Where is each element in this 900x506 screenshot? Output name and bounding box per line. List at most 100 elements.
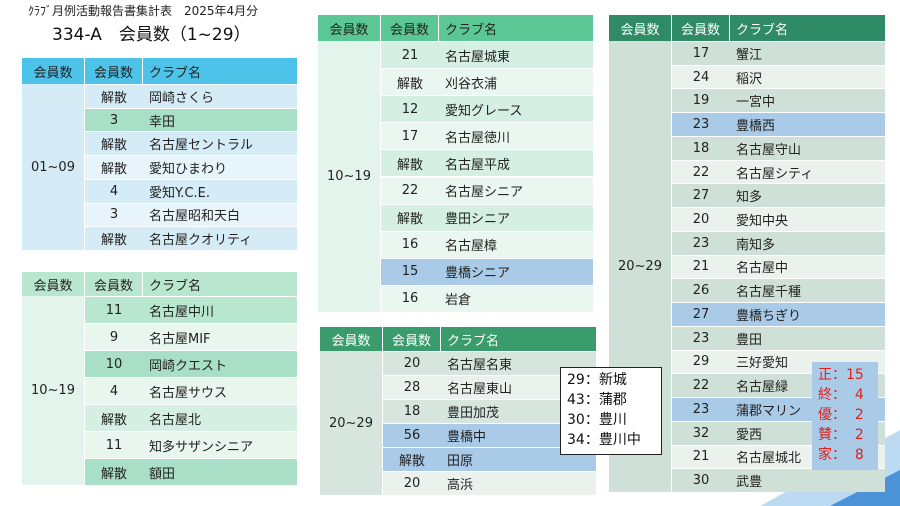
member-count: 21 xyxy=(672,254,730,279)
club-name: 豊橋西 xyxy=(730,112,885,136)
club-name: 額田 xyxy=(143,458,297,485)
tally-line: 正：15 xyxy=(818,367,864,383)
member-count: 16 xyxy=(381,284,439,312)
member-count: 24 xyxy=(672,64,730,89)
header-cell: 会員数 xyxy=(609,15,672,41)
header-cell: 会員数 xyxy=(320,327,383,351)
club-name: 名古屋平成 xyxy=(439,149,593,177)
member-count: 20 xyxy=(383,351,441,375)
club-name: 名古屋シティ xyxy=(730,159,885,184)
member-count: 29 xyxy=(672,349,730,374)
tally-box: 正：15 終： 4 優： 2 賛： 2 家： 8 xyxy=(812,362,878,470)
member-count: 解散 xyxy=(85,131,143,156)
member-count: 23 xyxy=(672,397,730,421)
club-name: 名古屋千種 xyxy=(730,278,885,303)
member-count: 28 xyxy=(383,375,441,399)
member-count: 20 xyxy=(672,207,730,231)
club-name: 名古屋シニア xyxy=(439,176,593,204)
member-count: 20 xyxy=(383,471,441,495)
member-count: 解散 xyxy=(85,84,143,108)
club-name: 高浜 xyxy=(441,471,596,495)
member-count: 4 xyxy=(85,377,143,404)
member-count: 11 xyxy=(85,296,143,323)
member-count: 解散 xyxy=(381,203,439,231)
member-count: 解散 xyxy=(381,68,439,96)
member-count: 解散 xyxy=(85,155,143,179)
member-count: 18 xyxy=(383,399,441,423)
club-name: 蟹江 xyxy=(730,41,885,65)
club-name: 愛知ひまわり xyxy=(143,155,297,179)
tally-line: 賛： 2 xyxy=(818,427,864,443)
club-name: 名古屋MIF xyxy=(143,323,297,350)
club-name: 幸田 xyxy=(143,107,297,132)
club-name: 豊田シニア xyxy=(439,203,593,231)
club-name: 豊田 xyxy=(730,325,885,350)
member-count: 15 xyxy=(381,257,439,285)
member-count: 17 xyxy=(672,41,730,65)
group-cell: 10~19 xyxy=(22,296,85,485)
member-count: 22 xyxy=(672,373,730,398)
note-line: 43：蒲郡 xyxy=(567,392,627,408)
member-count: 21 xyxy=(672,444,730,469)
club-name: 刈谷衣浦 xyxy=(439,68,593,96)
club-name: 名古屋中川 xyxy=(143,296,297,323)
member-count: 32 xyxy=(672,420,730,445)
member-count: 10 xyxy=(85,350,143,377)
club-name: 稲沢 xyxy=(730,64,885,89)
member-count: 17 xyxy=(381,122,439,150)
club-name: 南知多 xyxy=(730,230,885,255)
member-count: 23 xyxy=(672,325,730,350)
header-cell: 会員数 xyxy=(383,327,441,351)
member-count: 3 xyxy=(85,202,143,227)
club-name: 名古屋守山 xyxy=(730,135,885,160)
club-name: 名古屋昭和天白 xyxy=(143,202,297,227)
header-cell: クラブ名 xyxy=(730,15,885,41)
header-cell: 会員数 xyxy=(318,15,381,41)
club-name: 名古屋樟 xyxy=(439,230,593,258)
header-cell: 会員数 xyxy=(381,15,439,41)
group-cell: 20~29 xyxy=(320,351,383,495)
group-cell: 10~19 xyxy=(318,41,381,312)
club-name: 名古屋クオリティ xyxy=(143,226,297,250)
member-count: 27 xyxy=(672,302,730,326)
header-cell: クラブ名 xyxy=(441,327,596,351)
club-name: 名古屋城東 xyxy=(439,41,593,69)
subtitle: 334-A 会員数（1~29） xyxy=(52,25,251,45)
header-cell: 会員数 xyxy=(22,272,85,296)
member-count: 22 xyxy=(672,159,730,184)
club-name: 一宮中 xyxy=(730,88,885,113)
header-cell: 会員数 xyxy=(22,58,85,84)
member-count: 18 xyxy=(672,135,730,160)
club-name: 岡崎クエスト xyxy=(143,350,297,377)
note-box: 29：新城 43：蒲郡 30：豊川 34：豊川中 xyxy=(560,367,662,455)
member-count: 30 xyxy=(672,468,730,492)
group-cell: 01~09 xyxy=(22,84,85,250)
member-count: 23 xyxy=(672,230,730,255)
tally-line: 終： 4 xyxy=(818,387,864,403)
club-name: 愛知グレース xyxy=(439,95,593,123)
header-cell: 会員数 xyxy=(85,272,143,296)
member-count: 16 xyxy=(381,230,439,258)
member-count: 21 xyxy=(381,41,439,69)
club-name: 名古屋セントラル xyxy=(143,131,297,156)
note-line: 29：新城 xyxy=(567,372,627,388)
member-count: 3 xyxy=(85,107,143,132)
club-name: 豊橋シニア xyxy=(439,257,593,285)
tally-line: 家： 8 xyxy=(818,447,864,463)
member-count: 4 xyxy=(85,178,143,203)
member-count: 27 xyxy=(672,183,730,208)
member-count: 12 xyxy=(381,95,439,123)
header-cell: 会員数 xyxy=(672,15,730,41)
club-name: 岡崎さくら xyxy=(143,84,297,108)
member-count: 23 xyxy=(672,112,730,136)
club-name: 岩倉 xyxy=(439,284,593,312)
club-name: 名古屋北 xyxy=(143,404,297,431)
note-line: 34：豊川中 xyxy=(567,432,641,448)
member-count: 解散 xyxy=(383,447,441,471)
note-line: 30：豊川 xyxy=(567,412,627,428)
club-name: 名古屋中 xyxy=(730,254,885,279)
club-name: 愛知中央 xyxy=(730,207,885,231)
member-count: 解散 xyxy=(85,458,143,485)
header-cell: 会員数 xyxy=(85,58,143,84)
